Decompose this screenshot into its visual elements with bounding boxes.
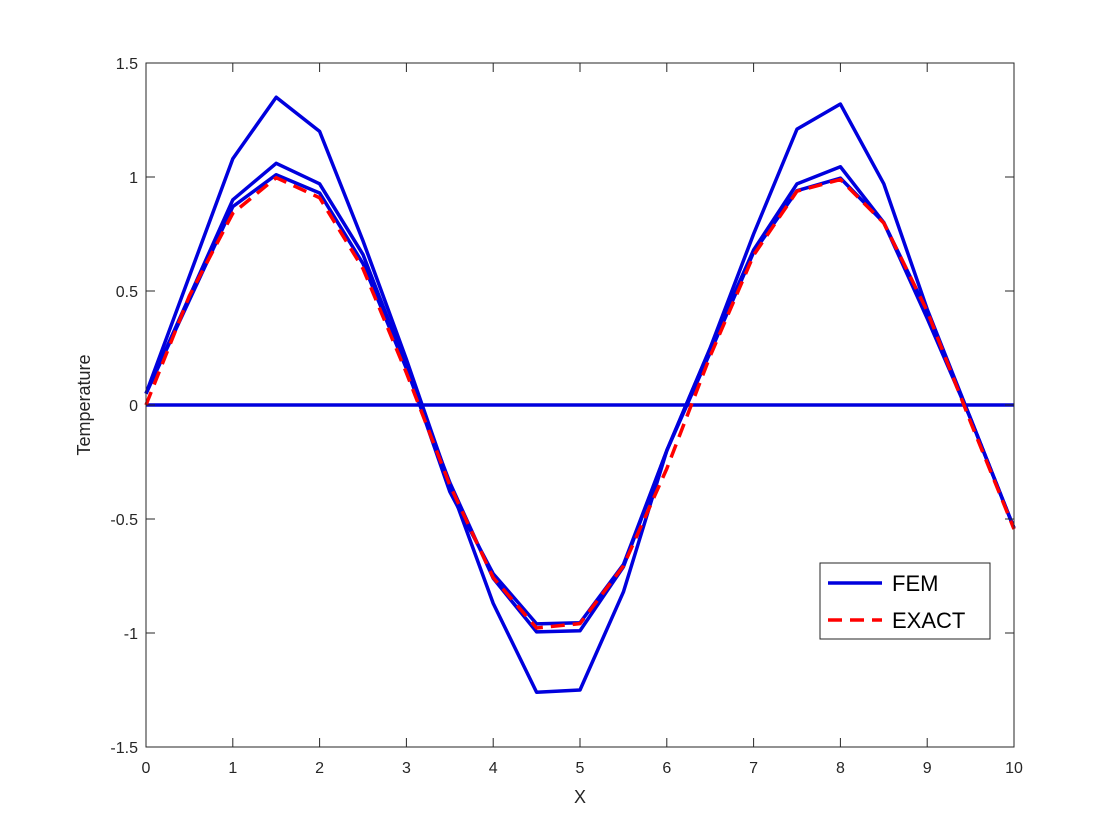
y-tick-label: 1.5 [116,56,138,73]
legend: FEM EXACT [819,562,991,640]
y-tick-label: 1 [129,170,138,187]
exact-series-line [144,175,1016,630]
y-tick-label: -1.5 [110,740,138,757]
fem-series-line-3 [144,172,1016,634]
x-tick-label: 7 [749,760,758,777]
y-axis-label: Temperature [74,354,94,455]
x-tick-label: 3 [402,760,411,777]
series-layer [144,95,1016,695]
x-tick-label: 4 [489,760,498,777]
x-tick-label: 0 [142,760,151,777]
fem-series-line-2 [144,161,1016,626]
ticks-layer: 0 1 2 3 4 5 6 7 8 9 10 -1.5 -1 -0.5 0 0.5 1 1.5 [110,56,1023,777]
y-tick-label: 0.5 [116,284,138,301]
y-tick-label: 0 [129,398,138,415]
x-axis-label: X [574,787,586,807]
x-tick-label: 10 [1005,760,1023,777]
y-tick-label: -0.5 [110,512,138,529]
x-tick-label: 9 [923,760,932,777]
x-tick-label: 5 [576,760,585,777]
legend-box [819,562,991,640]
y-tick-label: -1 [124,626,138,643]
fem-series-line-1 [144,95,1016,695]
legend-label-exact: EXACT [892,608,965,633]
x-tick-label: 2 [315,760,324,777]
x-tick-label: 1 [228,760,237,777]
x-tick-label: 6 [662,760,671,777]
legend-label-fem: FEM [892,571,938,596]
x-tick-label: 8 [836,760,845,777]
